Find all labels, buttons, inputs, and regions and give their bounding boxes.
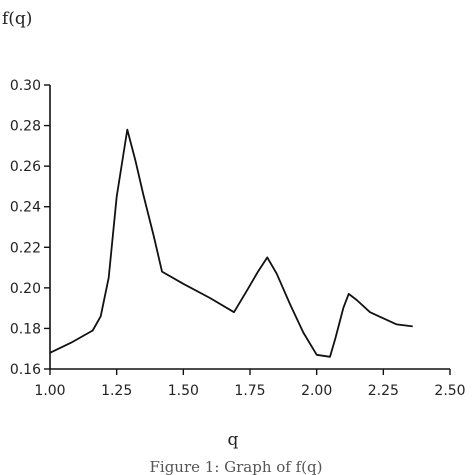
figure-caption: Figure 1: Graph of f(q): [150, 458, 323, 475]
x-tick-label: 1.00: [34, 383, 65, 399]
y-tick-label: 0.20: [10, 281, 41, 297]
y-tick-label: 0.16: [10, 362, 41, 378]
y-tick-label: 0.26: [10, 159, 41, 175]
x-tick-label: 1.50: [168, 383, 199, 399]
y-tick-label: 0.24: [10, 200, 41, 216]
y-tick-label: 0.30: [10, 78, 41, 94]
y-axis-title: f(q): [2, 9, 32, 29]
x-tick-label: 1.25: [101, 383, 132, 399]
y-tick-label: 0.22: [10, 240, 41, 256]
x-tick-label: 1.75: [234, 383, 265, 399]
series-layer: [49, 128, 413, 358]
x-tick-label: 2.25: [368, 383, 399, 399]
y-axis-ticks: 0.16 0.18 0.20 0.22 0.24 0.26 0.28 0.30: [10, 78, 50, 378]
x-axis-title: q: [228, 430, 239, 450]
x-tick-label: 2.00: [301, 383, 332, 399]
series-line: [49, 128, 413, 358]
x-axis-ticks: 1.00 1.25 1.50 1.75 2.00 2.25 2.50: [34, 369, 466, 399]
x-tick-label: 2.50: [434, 383, 465, 399]
y-tick-label: 0.28: [10, 119, 41, 135]
y-tick-label: 0.18: [10, 321, 41, 337]
